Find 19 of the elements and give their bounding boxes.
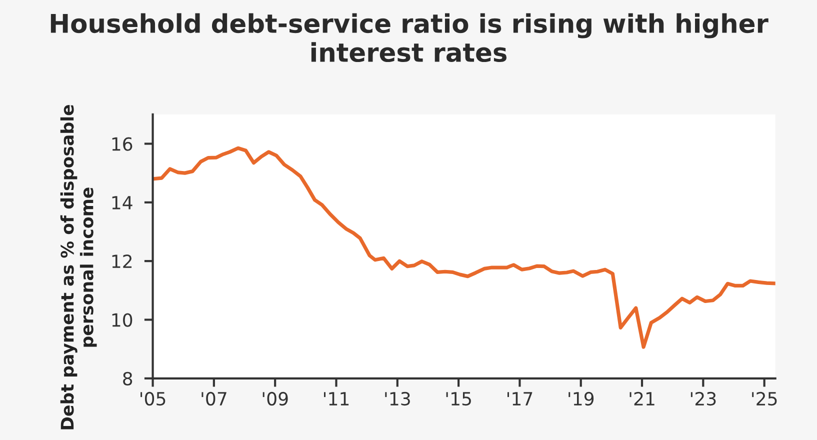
y-tick-label: 16	[112, 137, 132, 151]
x-tick-label: '23	[690, 392, 716, 406]
x-tick-label: '13	[385, 392, 410, 406]
x-tick-label: '05	[140, 392, 166, 406]
y-tick-label: 10	[112, 313, 132, 327]
x-tick-label: '21	[630, 392, 654, 406]
chart-title: Household debt-service ratio is rising with higher interest rates	[50, 13, 768, 62]
x-tick-label: '11	[324, 392, 349, 406]
x-tick-label: '09	[262, 392, 288, 406]
y-tick-label: 14	[112, 196, 132, 210]
y-axis-title: Debt payment as % of disposable personal income	[60, 104, 97, 430]
x-tick-label: '17	[507, 392, 532, 406]
line-series	[152, 146, 776, 349]
x-tick-label: '15	[446, 392, 471, 406]
x-tick-label: '19	[568, 392, 594, 406]
y-tick-label: 12	[112, 254, 132, 268]
x-tick-label: '25	[752, 392, 777, 406]
y-tick-label: 8	[123, 372, 132, 386]
x-tick-label: '07	[202, 392, 226, 406]
